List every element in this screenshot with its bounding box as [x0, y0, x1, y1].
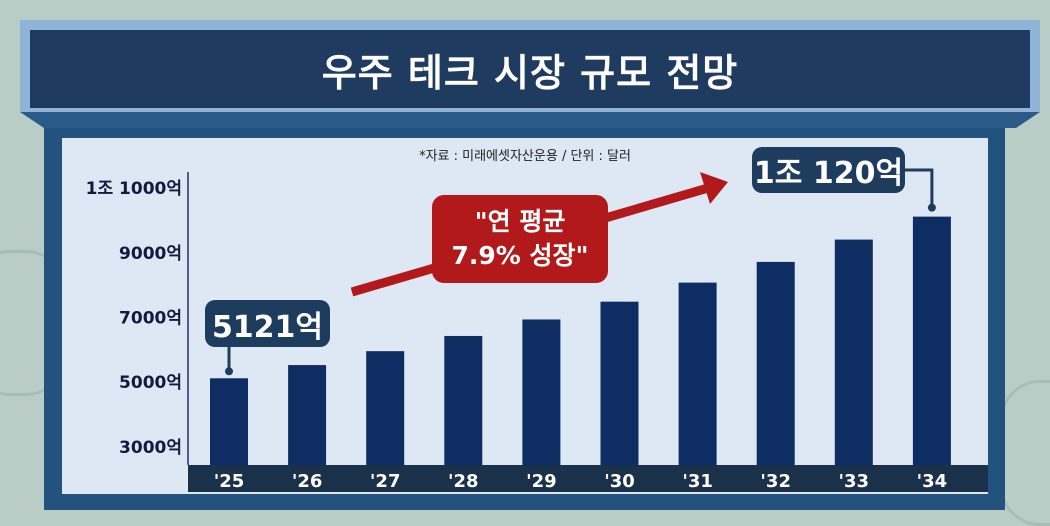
bar-30 [600, 301, 639, 465]
bar-31 [678, 282, 717, 465]
x-tick-label: '27 [370, 471, 401, 492]
y-tick-label: 3000억 [119, 438, 182, 458]
bar-33 [834, 239, 873, 465]
bar-28 [444, 335, 483, 465]
title-inner: 우주 테크 시장 규모 전망 [30, 30, 1030, 108]
callout-first-dot [225, 367, 233, 376]
bar-32 [756, 261, 795, 465]
x-tick-label: '29 [526, 471, 557, 492]
growth-arrow-head [700, 172, 728, 204]
x-tick-label: '25 [214, 471, 245, 492]
bar-25 [210, 378, 248, 465]
bar-27 [366, 351, 405, 465]
bar-29 [522, 319, 561, 465]
x-tick-label: '34 [917, 471, 948, 492]
y-tick-label: 1조 1000억 [86, 179, 182, 199]
callout-last-dot [927, 203, 936, 212]
x-tick-label: '32 [760, 471, 791, 492]
x-axis-band [188, 465, 988, 492]
growth-callout: "연 평균 7.9% 성장" [432, 195, 608, 283]
growth-line-1: "연 평균 [474, 207, 566, 236]
x-tick-label: '33 [839, 471, 870, 492]
bar-34 [912, 216, 951, 465]
x-tick-label: '31 [682, 471, 713, 492]
x-tick-label: '30 [604, 471, 635, 492]
bar-26 [288, 365, 327, 465]
y-tick-label: 5000억 [119, 373, 182, 393]
x-tick-label: '26 [292, 471, 323, 492]
growth-line-2: 7.9% 성장" [451, 241, 589, 270]
y-tick-label: 7000억 [119, 309, 182, 329]
page-title: 우주 테크 시장 규모 전망 [321, 50, 739, 95]
x-tick-label: '28 [448, 471, 479, 492]
callout-last-stem [905, 168, 934, 208]
source-note: *자료 : 미래에셋자산운용 / 단위 : 달러 [419, 149, 631, 164]
title-banner: 우주 테크 시장 규모 전망 [20, 20, 1040, 112]
callout-last-value: 1조 120억 [752, 147, 905, 193]
banner-shelf [20, 112, 1040, 128]
y-tick-label: 9000억 [119, 244, 182, 264]
callout-first-value: 5121억 [205, 300, 330, 347]
